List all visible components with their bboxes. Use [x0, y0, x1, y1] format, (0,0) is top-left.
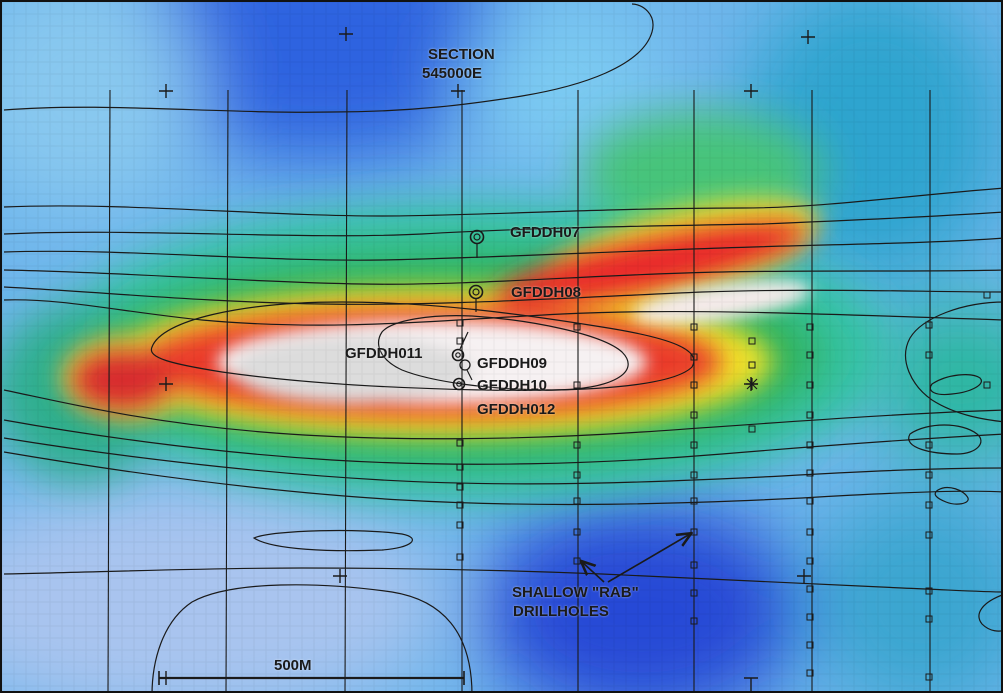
contour-lines — [3, 3, 1001, 691]
drillhole-label-gfddh011: GFDDH011 — [345, 345, 423, 362]
collar-gfddh10 — [452, 377, 466, 391]
rab-column-460 — [456, 319, 464, 561]
collar-gfddh07 — [469, 229, 485, 258]
rab-column-926 — [925, 321, 933, 681]
rab-column-985 — [983, 291, 991, 389]
rab-annotation-arrows — [582, 534, 690, 583]
rab-annotation-line1: SHALLOW "RAB" — [512, 584, 639, 601]
drillhole-label-gfddh10: GFDDH10 — [477, 377, 548, 394]
rab-annotation-line2: DRILLHOLES — [513, 603, 609, 620]
collar-gfddh011 — [451, 331, 469, 362]
scale-bar-label: 500M — [274, 657, 312, 674]
section-label-line2: 545000E — [422, 65, 483, 82]
collar-gfddh09 — [459, 359, 473, 381]
drillhole-label-gfddh07: GFDDH07 — [510, 224, 581, 241]
rab-column-808 — [806, 323, 814, 677]
drillhole-label-gfddh012: GFDDH012 — [477, 401, 556, 418]
rab-column-750 — [748, 337, 756, 433]
diamond-drillhole-collars — [451, 229, 485, 391]
section-label-line1: SECTION — [428, 46, 495, 63]
collar-gfddh08 — [468, 284, 484, 312]
scale-bar — [158, 671, 465, 685]
drillhole-label-gfddh09: GFDDH09 — [477, 355, 548, 372]
rab-column-576 — [573, 323, 581, 565]
drillhole-label-gfddh08: GFDDH08 — [511, 284, 582, 301]
